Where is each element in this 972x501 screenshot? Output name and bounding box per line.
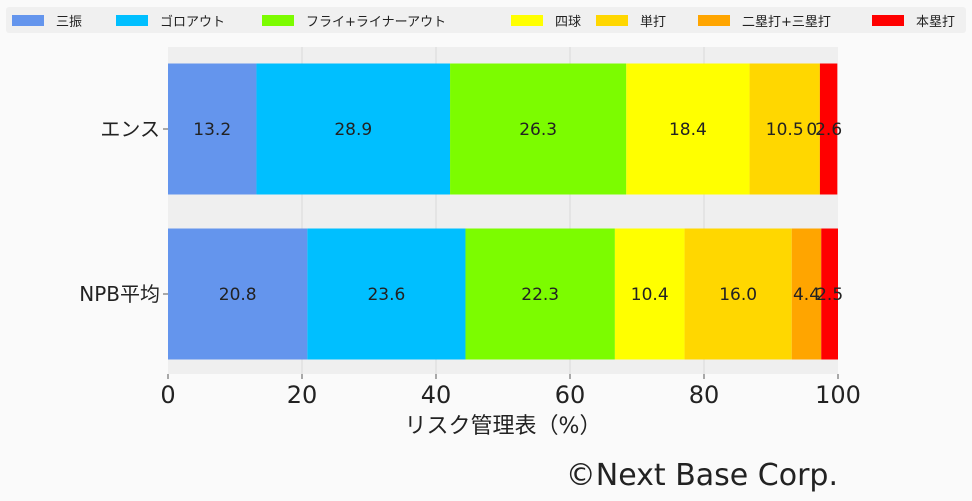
legend-label: 四球 <box>555 14 582 30</box>
bar-value-label: 23.6 <box>367 285 405 305</box>
legend-swatch <box>12 14 44 26</box>
x-tick-label: 40 <box>421 381 452 409</box>
legend-item: 単打 <box>596 7 666 33</box>
legend-item: 三振 <box>12 7 82 33</box>
bar-segment <box>821 228 838 360</box>
legend: 三振 ゴロアウト フライ+ライナーアウト 四球 単打 二塁打+三塁打 本塁打 <box>6 7 966 33</box>
bar-segment <box>168 228 308 360</box>
bar-value-label: 10.5 <box>766 120 804 140</box>
bar-segment <box>465 228 615 360</box>
x-tick-label: 0 <box>160 381 175 409</box>
bar-segment <box>168 63 257 195</box>
legend-swatch <box>511 14 543 26</box>
bar-segment <box>307 228 466 360</box>
bar-value-label: 16.0 <box>719 285 757 305</box>
bar-value-label: 13.2 <box>193 120 231 140</box>
x-tick-label: 80 <box>689 381 720 409</box>
legend-label: フライ+ライナーアウト <box>306 14 447 30</box>
bar-value-label: 18.4 <box>669 120 707 140</box>
legend-label: 本塁打 <box>916 14 956 30</box>
legend-label: 二塁打+三塁打 <box>742 14 831 30</box>
bar-segment <box>791 228 822 360</box>
legend-label: 三振 <box>56 14 83 30</box>
bar-value-label: 22.3 <box>521 285 559 305</box>
bar-segment <box>819 63 838 195</box>
x-tick-label: 60 <box>555 381 586 409</box>
bar-segment <box>614 228 685 360</box>
legend-item: フライ+ライナーアウト <box>262 7 446 33</box>
bar-segment <box>626 63 750 195</box>
legend-item: 二塁打+三塁打 <box>698 7 831 33</box>
bar-segment <box>749 63 820 195</box>
legend-swatch <box>262 14 294 26</box>
x-tick-label: 100 <box>815 381 861 409</box>
bar-segment <box>256 63 451 195</box>
x-tick-label: 20 <box>287 381 318 409</box>
legend-swatch <box>872 14 904 26</box>
legend-item: 本塁打 <box>872 7 955 33</box>
legend-swatch <box>596 14 628 26</box>
bar-value-label: 2.6 <box>815 120 842 140</box>
copyright-text: ©Next Base Corp. <box>565 458 838 493</box>
legend-label: 単打 <box>640 14 667 30</box>
bar-value-label: 2.5 <box>816 285 843 305</box>
bar-value-label: 20.8 <box>219 285 257 305</box>
bar-value-label: 26.3 <box>519 120 557 140</box>
bar-segment <box>684 228 792 360</box>
category-label: エンス <box>100 117 160 141</box>
bar-value-label: 4.4 <box>793 285 820 305</box>
bar-value-label: 10.4 <box>631 285 669 305</box>
legend-swatch <box>698 14 730 26</box>
x-axis-title: リスク管理表（%） <box>405 414 602 439</box>
legend-item: 四球 <box>511 7 581 33</box>
legend-item: ゴロアウト <box>116 7 225 33</box>
category-label: NPB平均 <box>79 282 160 306</box>
bar-segment <box>450 63 627 195</box>
legend-swatch <box>116 14 148 26</box>
bar-value-label: 28.9 <box>334 120 372 140</box>
legend-label: ゴロアウト <box>160 14 226 30</box>
